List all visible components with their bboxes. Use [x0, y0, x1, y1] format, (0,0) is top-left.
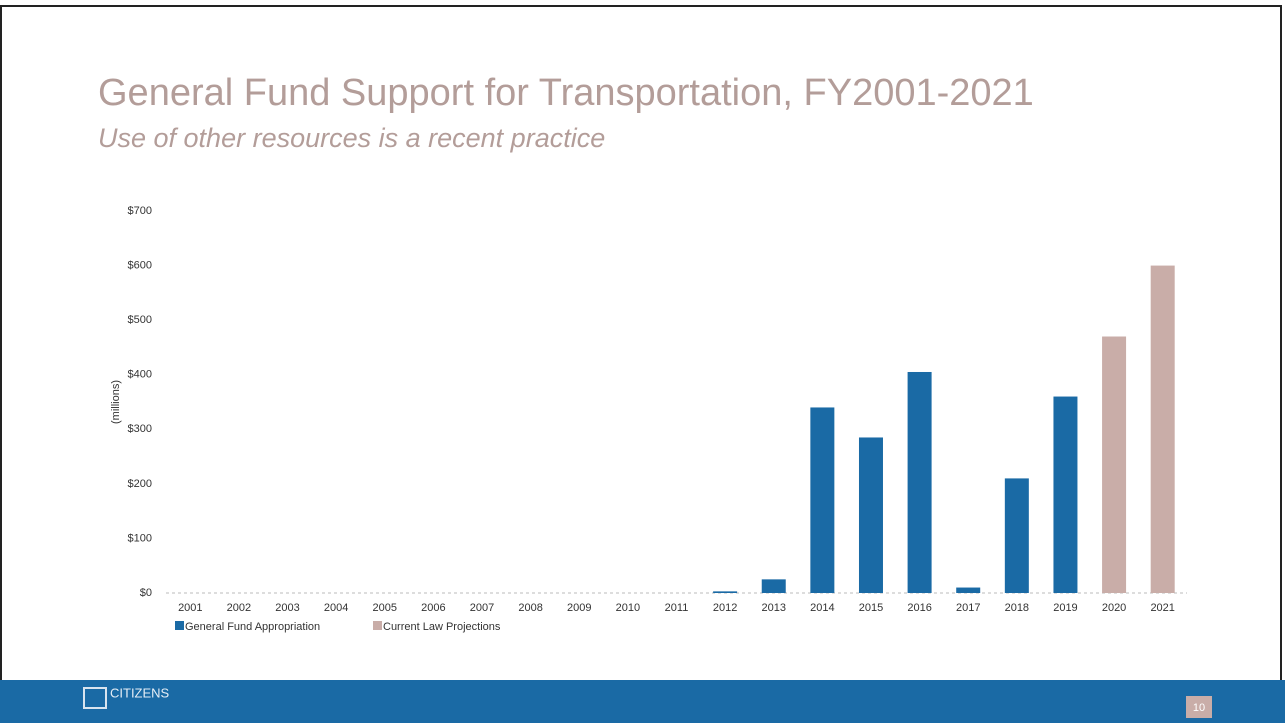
x-tick-label: 2013 — [761, 602, 785, 614]
x-tick-label: 2003 — [275, 602, 299, 614]
x-tick-label: 2002 — [227, 602, 251, 614]
legend-swatch — [373, 621, 382, 630]
y-tick-label: $600 — [128, 259, 152, 271]
x-tick-label: 2014 — [810, 602, 834, 614]
x-tick-label: 2012 — [713, 602, 737, 614]
bar — [956, 587, 981, 593]
footer-bar — [0, 680, 1285, 723]
y-tick-label: $300 — [128, 423, 152, 435]
y-tick-label: $700 — [128, 205, 152, 217]
x-tick-label: 2011 — [665, 602, 689, 614]
legend-label: General Fund Appropriation — [185, 621, 320, 633]
y-tick-label: $400 — [128, 369, 152, 381]
x-tick-label: 2021 — [1150, 602, 1174, 614]
x-tick-label: 2001 — [178, 602, 202, 614]
x-tick-label: 2009 — [567, 602, 591, 614]
bar — [713, 591, 738, 593]
bar — [1004, 478, 1029, 593]
title: General Fund Support for Transportation,… — [98, 72, 1034, 114]
bar — [1150, 265, 1175, 593]
x-tick-label: 2019 — [1053, 602, 1077, 614]
bar — [761, 579, 786, 593]
page-number-box — [1186, 696, 1212, 718]
bar — [1053, 396, 1078, 593]
footer-logo: CITIZENS — [110, 685, 170, 700]
bar — [1102, 336, 1127, 593]
x-tick-label: 2004 — [324, 602, 348, 614]
logo-icon — [83, 687, 107, 709]
x-tick-label: 2007 — [470, 602, 494, 614]
bar — [858, 437, 883, 593]
y-tick-label: $500 — [128, 314, 152, 326]
x-tick-label: 2008 — [518, 602, 542, 614]
legend-label: Current Law Projections — [383, 621, 501, 633]
x-tick-label: 2005 — [373, 602, 397, 614]
y-tick-label: $200 — [128, 478, 152, 490]
y-axis-label: (millions) — [110, 380, 122, 424]
page-number: 10 — [1193, 702, 1205, 714]
x-tick-label: 2017 — [956, 602, 980, 614]
x-tick-label: 2016 — [907, 602, 931, 614]
x-tick-label: 2006 — [421, 602, 445, 614]
x-tick-label: 2015 — [859, 602, 883, 614]
bar — [810, 407, 835, 593]
subtitle: Use of other resources is a recent pract… — [98, 123, 605, 153]
x-tick-label: 2018 — [1005, 602, 1029, 614]
slide-frame — [0, 5, 1282, 723]
x-tick-label: 2010 — [616, 602, 640, 614]
y-tick-label: $100 — [128, 532, 152, 544]
legend-swatch — [175, 621, 184, 630]
y-tick-label: $0 — [140, 587, 152, 599]
x-tick-label: 2020 — [1102, 602, 1126, 614]
bar — [907, 371, 932, 593]
